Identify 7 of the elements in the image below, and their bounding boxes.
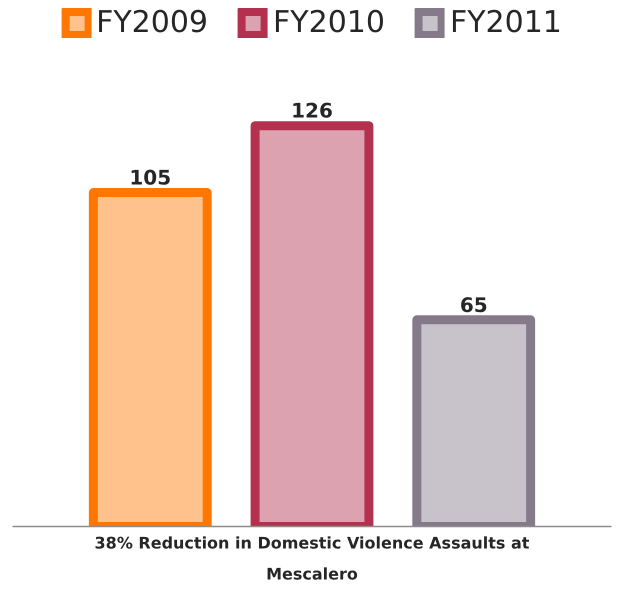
data-label: 65	[460, 292, 488, 317]
x-axis-title: 38% Reduction in Domestic Violence Assaults at Mescalero	[94, 534, 530, 584]
legend-label: FY2011	[450, 5, 562, 40]
data-label: 105	[129, 166, 172, 190]
data-label: 126	[291, 98, 333, 123]
legend-label: FY2009	[96, 5, 208, 40]
legend-label: FY2010	[273, 5, 385, 40]
